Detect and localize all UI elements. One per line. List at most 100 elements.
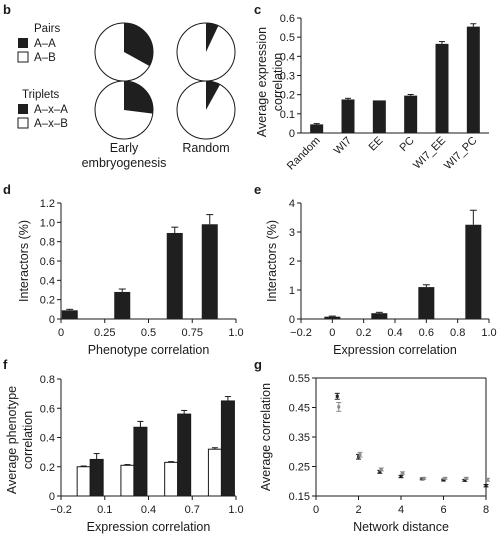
- legend-swatch-light: [17, 117, 29, 129]
- panel-letter-e: e: [254, 182, 261, 197]
- data-point: [486, 478, 489, 482]
- bar-pc: [404, 95, 418, 133]
- bar: [201, 224, 218, 319]
- y-tick-label: 0.35: [289, 432, 310, 444]
- pie-1: [94, 22, 154, 82]
- triplets-legend-axb: A–x–B: [34, 118, 68, 130]
- charts: 0 0.1 0.2 0.3 0.4 0.5 0.6 Average expression cor…: [5, 13, 497, 534]
- y-tick-label: 0: [49, 491, 55, 503]
- category-label: WI7_PC: [442, 135, 479, 172]
- y-tick-label: 1.2: [40, 198, 55, 210]
- x-tick-label: −0.2: [290, 327, 312, 339]
- bar-white: [164, 461, 179, 497]
- y-axis-label: Interactors (%): [265, 220, 279, 302]
- y-tick-label: 0.15: [289, 491, 310, 503]
- bar: [324, 316, 341, 319]
- bar: [114, 291, 131, 319]
- triplets-legend-title: Triplets: [22, 89, 60, 101]
- pairs-legend-title: Pairs: [34, 23, 60, 35]
- pairs-legend-aa: A–A: [34, 38, 56, 50]
- bar: [61, 310, 78, 319]
- panel-letter-d: d: [3, 182, 11, 197]
- pie-slice-dark: [124, 23, 153, 66]
- x-tick-label: 0.7: [185, 504, 200, 516]
- bar: [166, 232, 183, 319]
- pairs-legend-ab: A–B: [34, 52, 56, 64]
- category-label: Random: [285, 135, 323, 173]
- data-point: [422, 476, 426, 480]
- panel-letter-g: g: [254, 357, 262, 372]
- x-tick-label: 0.1: [97, 504, 112, 516]
- category-label: WI7: [332, 135, 354, 157]
- y-tick-label: 0.3: [280, 71, 295, 83]
- pie-slice-dark: [124, 81, 153, 114]
- x-tick-label: 0.8: [450, 327, 465, 339]
- bar-black: [133, 426, 148, 497]
- y-tick-label: 0.4: [40, 275, 55, 287]
- x-tick-label: 0.5: [141, 327, 156, 339]
- y-tick-label: 0.6: [40, 256, 55, 268]
- y-tick-label: 0: [289, 314, 295, 326]
- chart-panel-c: 0 0.1 0.2 0.3 0.4 0.5 0.6 Average expression cor…: [255, 13, 489, 173]
- data-point: [358, 453, 362, 457]
- legend-swatch-dark: [18, 104, 28, 114]
- y-tick-label: 0.5: [280, 32, 295, 44]
- data-point: [399, 475, 403, 479]
- y-tick-label: 0.4: [40, 433, 55, 445]
- y-tick-label: 0.25: [289, 462, 310, 474]
- bar: [371, 313, 388, 319]
- y-axis-label-line2: correlation: [21, 411, 35, 469]
- x-axis-label: Expression correlation: [333, 343, 457, 357]
- pie-slice-dark: [206, 81, 220, 110]
- data-point: [335, 394, 339, 398]
- y-tick-label: 0.2: [40, 295, 55, 307]
- y-tick-label: 0.4: [280, 51, 295, 63]
- chart-panel-g: 0.15 0.25 0.35 0.45 0.55 0 2 4 6 8 Network distanc…: [259, 373, 490, 534]
- x-tick-label: 0.25: [94, 327, 115, 339]
- x-tick-label: 0.75: [182, 327, 203, 339]
- panel-letter-c: c: [254, 2, 261, 17]
- y-axis-label-line1: Average expression: [255, 27, 269, 137]
- pie-2: [176, 22, 236, 82]
- y-tick-label: 0.8: [40, 237, 55, 249]
- x-tick-label: 0: [313, 504, 319, 516]
- y-axis-label-line1: Average phenotype: [5, 386, 19, 494]
- bar: [465, 224, 482, 319]
- x-tick-label: 0: [58, 327, 64, 339]
- x-tick-label: −0.2: [50, 504, 72, 516]
- bar-ee: [372, 100, 386, 133]
- x-tick-label: 8: [483, 504, 489, 516]
- x-tick-label: 4: [398, 504, 404, 516]
- pie-slice-dark: [206, 23, 219, 52]
- x-tick-label: 6: [440, 504, 446, 516]
- triplets-legend-axa: A–x–A: [34, 104, 68, 116]
- y-tick-label: 0.6: [280, 13, 295, 25]
- panel-letter-b: b: [3, 2, 11, 17]
- x-tick-label: 1.0: [228, 504, 243, 516]
- y-tick-label: 0.55: [289, 373, 310, 385]
- y-tick-label: 0.45: [289, 403, 310, 415]
- y-tick-label: 0.8: [40, 374, 55, 386]
- bar-white: [207, 448, 222, 497]
- panel-letter-f: f: [3, 357, 8, 372]
- y-tick-label: 2: [289, 256, 295, 268]
- data-point: [463, 478, 467, 482]
- chart-panel-f: 0 0.2 0.4 0.6 0.8 −0.2 0.1 0.4 0.7 1.0 Expression …: [5, 374, 244, 534]
- x-tick-label: 0.6: [419, 327, 434, 339]
- pie-column-label-embryogenesis: embryogenesis: [82, 156, 167, 170]
- y-tick-label: 0: [289, 128, 295, 140]
- y-tick-label: 1.0: [40, 217, 55, 229]
- chart-panel-d: 0 0.2 0.4 0.6 0.8 1.0 1.2 0 0.25 0.5 0.75 1.0 Phenot…: [17, 198, 244, 357]
- data-point: [401, 471, 404, 475]
- data-point: [337, 405, 341, 409]
- y-tick-label: 1: [289, 285, 295, 297]
- y-tick-label: 0.2: [40, 462, 55, 474]
- bar-black: [89, 458, 104, 497]
- bar-random: [310, 124, 324, 133]
- x-tick-label: 2: [355, 504, 361, 516]
- bar-black: [177, 413, 192, 497]
- x-axis-label: Network distance: [353, 520, 449, 534]
- panel-b-legend: Pairs A–A A–B Triplets A–x–A A–x–B: [17, 23, 68, 130]
- bar-black: [220, 400, 235, 497]
